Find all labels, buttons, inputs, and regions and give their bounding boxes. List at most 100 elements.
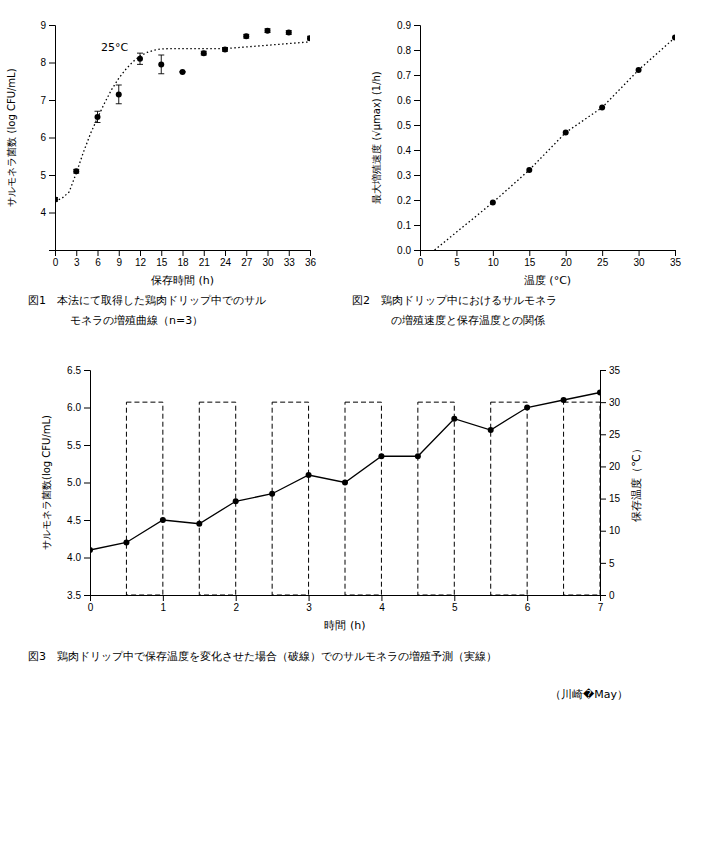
- tick-mark: [268, 250, 269, 256]
- tick-label: 30: [634, 257, 646, 268]
- tick-label: 10: [488, 257, 500, 268]
- tick: 5: [600, 558, 615, 569]
- tick-mark: [600, 531, 606, 532]
- tick-label: 6: [95, 257, 101, 268]
- point: [597, 390, 600, 396]
- tick: 7: [598, 595, 604, 613]
- tick-mark: [414, 50, 420, 51]
- temperature-box: [564, 402, 600, 595]
- point: [307, 35, 310, 41]
- tick: 6.5: [67, 365, 90, 376]
- tick-label: 9: [40, 20, 46, 31]
- tick: 35: [670, 250, 682, 268]
- tick-label: 7: [40, 95, 46, 106]
- tick: 4.5: [67, 515, 90, 526]
- tick-mark: [414, 125, 420, 126]
- tick-mark: [183, 250, 184, 256]
- tick-mark: [414, 225, 420, 226]
- tick-mark: [600, 499, 606, 500]
- point: [180, 69, 186, 75]
- tick-label: 6: [525, 602, 531, 613]
- tick-mark: [600, 402, 606, 403]
- tick-label: 0.0: [397, 245, 411, 256]
- tick-label: 30: [609, 397, 621, 408]
- tick-label: 35: [670, 257, 682, 268]
- point: [201, 50, 207, 56]
- tick-mark: [246, 250, 247, 256]
- tick-label: 15: [156, 257, 168, 268]
- tick-mark: [675, 250, 676, 256]
- tick: 5: [454, 250, 460, 268]
- caption: 図1 本法にて取得した鶏肉ドリップ中でのサル: [28, 294, 266, 307]
- tick-label: 0: [53, 257, 59, 268]
- point: [599, 105, 605, 111]
- point: [116, 91, 122, 97]
- tick-label: 8: [40, 57, 46, 68]
- tick: 0: [88, 595, 94, 613]
- tick: 5: [452, 595, 458, 613]
- axis-line: [56, 251, 311, 257]
- tick: 9: [116, 250, 122, 268]
- tick-label: 27: [241, 257, 253, 268]
- tick-label: 0.2: [397, 195, 411, 206]
- caption: モネラの増殖曲線（n=3）: [70, 314, 203, 327]
- point: [636, 67, 642, 73]
- tick-label: 4: [379, 602, 385, 613]
- tick-mark: [381, 595, 382, 601]
- tick-mark: [414, 175, 420, 176]
- point: [137, 56, 143, 62]
- tick-label: 0.8: [397, 45, 411, 56]
- tick-label: 25: [609, 429, 621, 440]
- tick-mark: [76, 250, 77, 256]
- y-axis: 3.54.04.55.05.56.06.5: [67, 365, 90, 601]
- tick-label: 0.9: [397, 20, 411, 31]
- tick: 0.1: [397, 220, 420, 231]
- tick: 25: [597, 250, 609, 268]
- tick-label: 1: [161, 602, 167, 613]
- tick-label: 5: [454, 257, 460, 268]
- tick-label: 0.1: [397, 220, 411, 231]
- temperature-box: [126, 402, 162, 595]
- axis-line: [84, 371, 91, 596]
- temperature-box: [491, 402, 527, 595]
- tick-mark: [49, 25, 55, 26]
- error-bar: [95, 111, 101, 122]
- tick: 15: [156, 250, 168, 268]
- tick-mark: [84, 445, 90, 446]
- tick: 20: [561, 250, 573, 268]
- axis-line: [49, 26, 56, 251]
- tick-label: 0: [88, 602, 94, 613]
- tick-label: 3.5: [67, 590, 81, 601]
- tick: 33: [284, 250, 296, 268]
- tick: 0.9: [397, 20, 420, 31]
- tick-mark: [225, 250, 226, 256]
- tick-label: 30: [262, 257, 274, 268]
- tick-label: 7: [598, 602, 604, 613]
- tick: 1: [161, 595, 167, 613]
- tick-label: 0.7: [397, 70, 411, 81]
- point: [490, 200, 496, 206]
- tick-mark: [49, 63, 55, 64]
- tick-label: 0.4: [397, 145, 411, 156]
- chart: 051015202530350.00.10.20.30.40.50.60.70.…: [371, 20, 681, 287]
- tick: 0: [600, 590, 615, 601]
- tick-label: 0: [418, 257, 424, 268]
- point: [286, 30, 292, 36]
- tick-label: 24: [220, 257, 232, 268]
- tick-mark: [454, 595, 455, 601]
- tick-label: 2: [233, 602, 239, 613]
- error-bar: [158, 55, 164, 74]
- tick: 12: [135, 250, 147, 268]
- tick: 15: [600, 493, 621, 504]
- tick-label: 0.5: [397, 120, 411, 131]
- tick: 0.8: [397, 45, 420, 56]
- tick-label: 36: [305, 257, 317, 268]
- tick-mark: [84, 408, 90, 409]
- tick-mark: [414, 75, 420, 76]
- temperature-box: [272, 402, 308, 595]
- tick: 25: [600, 429, 621, 440]
- y2-axis: 05101520253035: [600, 365, 621, 601]
- tick: 10: [488, 250, 500, 268]
- axis-line: [414, 26, 421, 251]
- tick-mark: [84, 558, 90, 559]
